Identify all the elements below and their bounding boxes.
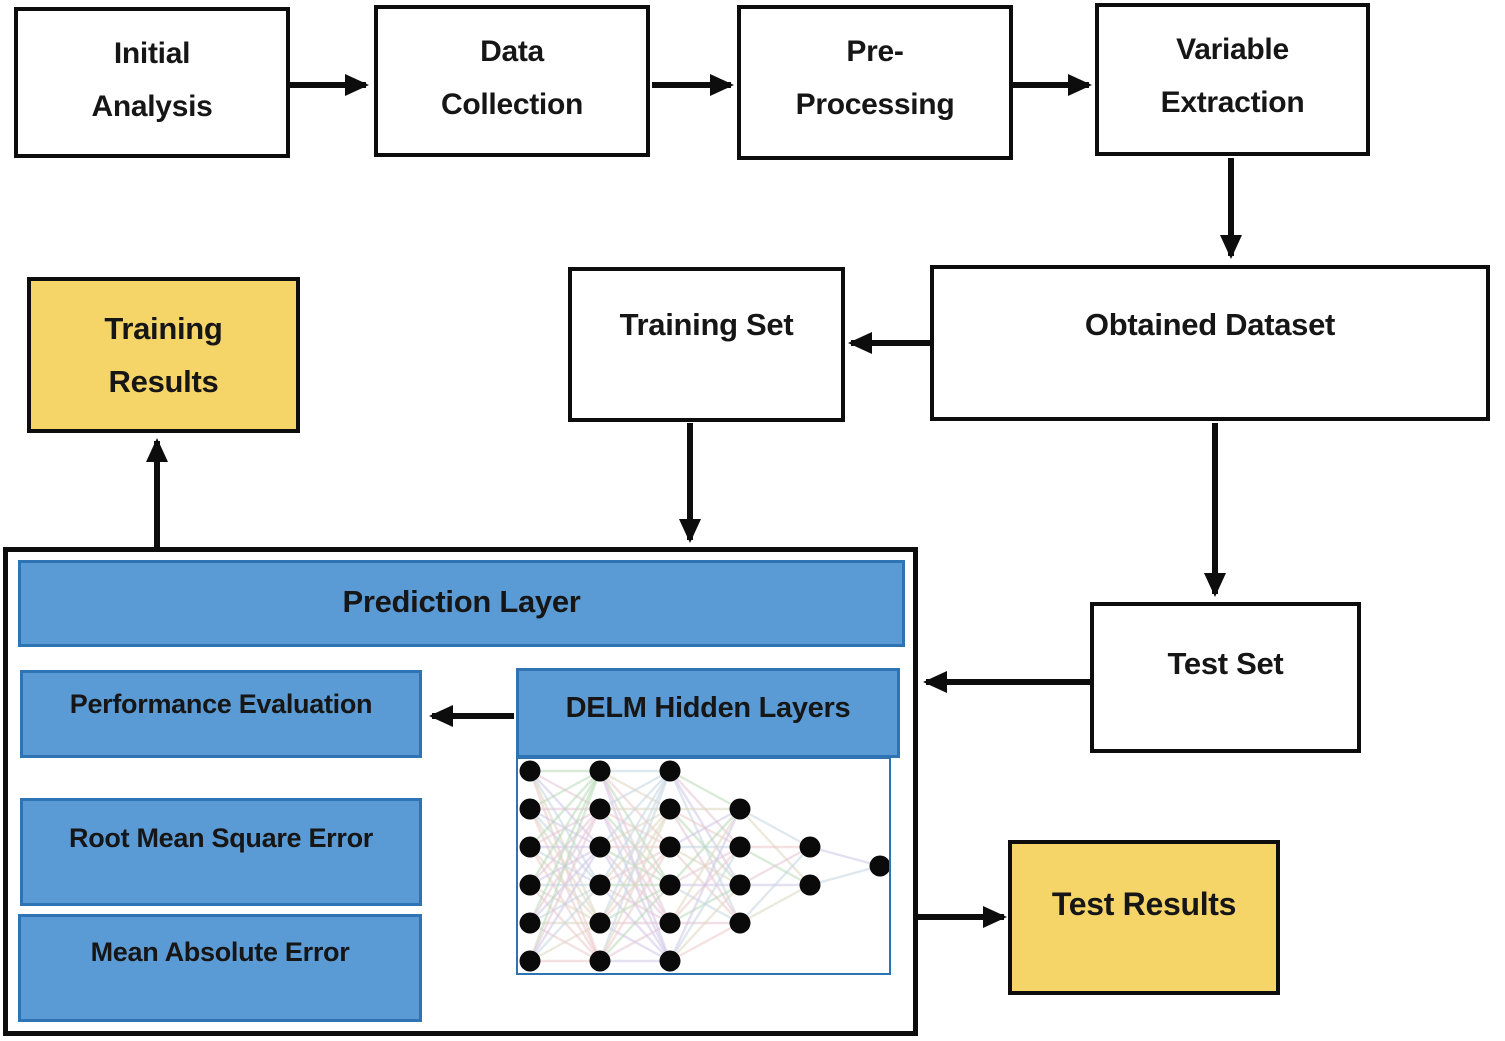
pre-processing-label: Pre- Processing <box>795 35 955 121</box>
training-set-box: Training Set <box>568 267 845 422</box>
mean-absolute-error-box: Mean Absolute Error <box>18 914 422 1022</box>
performance-evaluation-label: Performance Evaluation <box>69 689 373 719</box>
variable-extraction-box: Variable Extraction <box>1095 3 1370 156</box>
performance-evaluation-box: Performance Evaluation <box>20 670 422 758</box>
test-results-label: Test Results <box>1051 886 1237 922</box>
prediction-layer-bar: Prediction Layer <box>18 560 905 647</box>
prediction-layer-label: Prediction Layer <box>342 584 581 619</box>
test-set-box: Test Set <box>1090 602 1361 753</box>
delm-hidden-layers-box: DELM Hidden Layers <box>516 668 900 758</box>
training-set-label: Training Set <box>619 307 794 342</box>
mean-absolute-error-label: Mean Absolute Error <box>90 937 350 967</box>
initial-analysis-box: Initial Analysis <box>14 7 290 158</box>
pre-processing-box: Pre- Processing <box>737 5 1013 160</box>
delm-network-image <box>516 757 891 975</box>
training-results-box: Training Results <box>27 277 300 433</box>
delm-hidden-layers-label: DELM Hidden Layers <box>565 692 851 724</box>
initial-analysis-label: Initial Analysis <box>91 37 213 123</box>
obtained-dataset-label: Obtained Dataset <box>1084 307 1336 342</box>
obtained-dataset-box: Obtained Dataset <box>930 265 1490 421</box>
data-collection-label: Data Collection <box>440 35 583 121</box>
test-set-label: Test Set <box>1167 646 1284 681</box>
data-collection-box: Data Collection <box>374 5 650 157</box>
variable-extraction-label: Variable Extraction <box>1160 33 1305 119</box>
root-mean-square-error-label: Root Mean Square Error <box>69 823 373 853</box>
neural-network-graphic <box>519 760 891 972</box>
test-results-box: Test Results <box>1008 840 1280 995</box>
root-mean-square-error-box: Root Mean Square Error <box>20 798 422 906</box>
training-results-label: Training Results <box>104 311 223 400</box>
